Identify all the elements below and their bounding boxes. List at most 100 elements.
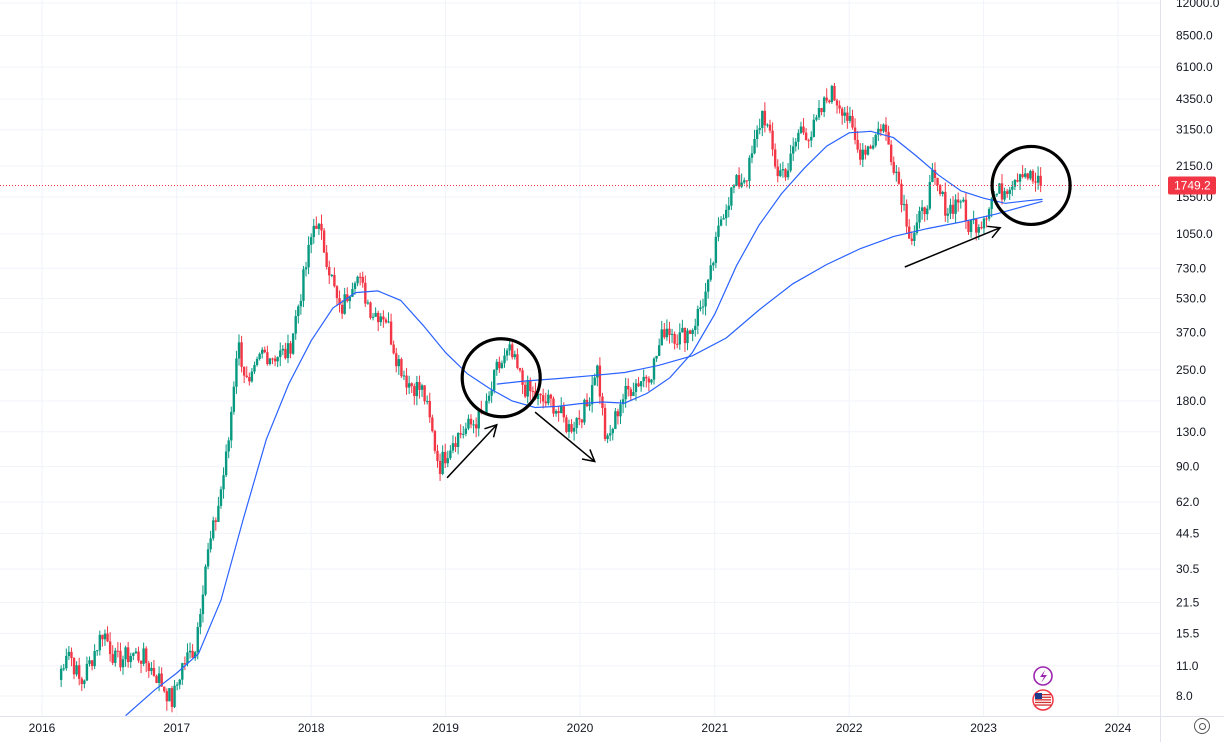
candle-body <box>946 213 950 216</box>
candle <box>676 334 679 349</box>
candle <box>281 345 285 356</box>
candle-body <box>936 178 939 186</box>
candle <box>121 655 125 675</box>
candle-body <box>959 201 962 203</box>
candle-body <box>235 358 238 387</box>
candle-body <box>438 460 442 474</box>
candle <box>972 210 975 225</box>
candle-body <box>261 349 264 354</box>
candle <box>232 381 236 415</box>
candle <box>307 236 310 275</box>
candle <box>101 634 104 647</box>
candle-body <box>343 294 346 314</box>
candle-body <box>696 308 700 326</box>
candle-body <box>433 431 437 451</box>
candle-body <box>201 594 205 615</box>
candle <box>732 184 736 194</box>
arrow-head <box>581 449 596 463</box>
candle-body <box>59 668 63 680</box>
time-tick-label: 2018 <box>298 721 325 735</box>
candle <box>235 350 238 394</box>
candle-body <box>784 169 787 178</box>
candle-body <box>820 107 823 113</box>
candle <box>949 198 952 220</box>
candle-body <box>529 380 532 392</box>
candle-body <box>789 153 792 171</box>
candle-body <box>263 349 266 353</box>
candle-body <box>871 145 875 149</box>
candle-body <box>678 332 681 345</box>
candle-body <box>750 153 754 158</box>
candle-body <box>967 221 970 233</box>
candle <box>178 678 181 690</box>
candle <box>90 660 94 671</box>
candle <box>761 110 764 137</box>
candle-body <box>825 97 828 101</box>
candle <box>900 179 903 213</box>
candle-body <box>699 307 702 309</box>
candle-body <box>250 371 254 382</box>
candle-body <box>846 112 849 121</box>
candle <box>547 389 550 406</box>
candle <box>397 355 401 375</box>
candle-body <box>477 409 480 429</box>
candle-body <box>740 182 743 187</box>
candle-body <box>807 140 810 142</box>
candle <box>487 391 491 404</box>
candle-body <box>124 647 127 660</box>
candle-body <box>155 675 158 684</box>
price-tick-label: 15.5 <box>1176 626 1200 640</box>
candle-body <box>717 225 720 237</box>
candle-body <box>1000 183 1004 200</box>
candle-body <box>103 633 107 640</box>
candle-body <box>224 451 228 476</box>
candle <box>451 435 455 454</box>
candle-body <box>464 428 468 434</box>
candle <box>163 686 166 693</box>
candle-body <box>132 653 135 656</box>
lightning-icon-bolt <box>1040 670 1047 683</box>
candle <box>374 307 377 317</box>
annotation-arrow <box>904 225 1002 268</box>
candle-body <box>632 391 635 396</box>
candle-body <box>503 355 506 364</box>
candle-body <box>603 407 607 440</box>
candle <box>186 643 189 667</box>
candle <box>371 313 375 321</box>
price-axis[interactable]: 12000.08500.06100.04350.03150.02150.0155… <box>1176 0 1220 703</box>
time-axis[interactable]: 2016 2017 2018 2019 2020 2021 2022 2023 2024 <box>29 721 1132 735</box>
candle-body <box>111 654 114 663</box>
candle-body <box>650 379 653 383</box>
candle-body <box>590 385 594 405</box>
candle <box>598 357 602 405</box>
flag-stripe <box>1035 696 1051 698</box>
settings-icon[interactable] <box>1194 718 1210 734</box>
candle <box>328 260 331 285</box>
candle <box>338 290 341 313</box>
candle-body <box>459 433 462 435</box>
candle <box>155 674 158 684</box>
candle-body <box>562 406 565 418</box>
candle <box>245 366 248 379</box>
candle <box>688 329 692 335</box>
candle-body <box>317 223 321 229</box>
candle <box>77 657 81 686</box>
candle <box>134 647 138 655</box>
candle <box>712 261 715 271</box>
candle-body <box>866 146 870 155</box>
candle-body <box>93 651 96 667</box>
candle <box>503 348 506 368</box>
time-tick-label: 2021 <box>701 721 728 735</box>
candle <box>255 356 259 367</box>
us-flag-icon[interactable] <box>1032 689 1054 711</box>
candle-body <box>905 203 908 227</box>
candle-body <box>374 312 377 317</box>
lightning-icon[interactable] <box>1033 666 1053 686</box>
candle-body <box>926 208 929 215</box>
candle <box>583 398 586 425</box>
candle-body <box>812 119 816 137</box>
candle-body <box>565 417 568 432</box>
candle-body <box>727 205 730 210</box>
